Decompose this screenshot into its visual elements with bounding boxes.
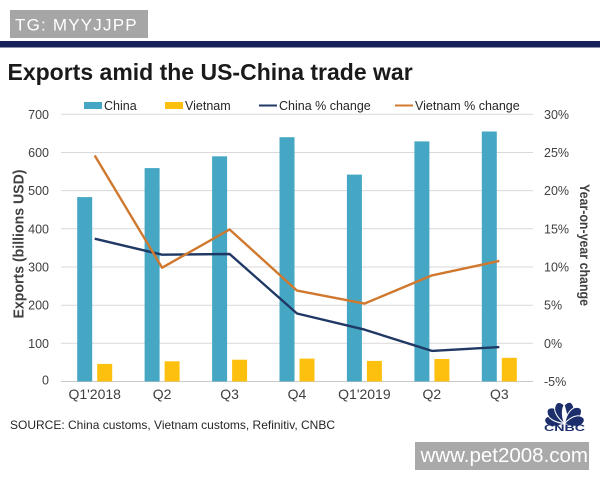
svg-text:Q2: Q2	[153, 386, 172, 402]
svg-text:0: 0	[42, 374, 49, 388]
svg-text:Q1'2019: Q1'2019	[338, 386, 391, 402]
svg-text:Q2: Q2	[423, 386, 442, 402]
svg-text:Q1'2018: Q1'2018	[68, 386, 121, 402]
svg-text:Year-on-year change: Year-on-year change	[577, 184, 593, 306]
svg-text:-5%: -5%	[544, 375, 566, 389]
svg-text:SOURCE: China customs, Vietnam: SOURCE: China customs, Vietnam customs, …	[10, 418, 335, 432]
svg-text:500: 500	[28, 184, 49, 198]
svg-text:Exports (billions USD): Exports (billions USD)	[12, 169, 28, 318]
svg-text:CNBC: CNBC	[544, 423, 585, 434]
svg-text:China % change: China % change	[279, 99, 371, 113]
svg-text:0%: 0%	[544, 337, 562, 351]
svg-text:400: 400	[28, 222, 49, 236]
svg-text:Vietnam % change: Vietnam % change	[415, 99, 520, 113]
svg-text:Q3: Q3	[220, 386, 239, 402]
svg-text:10%: 10%	[544, 261, 569, 275]
svg-text:25%: 25%	[544, 146, 569, 160]
svg-text:Q4: Q4	[288, 386, 307, 402]
svg-text:200: 200	[28, 299, 49, 313]
svg-text:Q3: Q3	[490, 386, 509, 402]
svg-text:TG: MYYJJPP: TG: MYYJJPP	[15, 16, 138, 35]
svg-text:www.pet2008.com: www.pet2008.com	[420, 444, 589, 467]
svg-text:600: 600	[28, 146, 49, 160]
svg-text:15%: 15%	[544, 222, 569, 236]
svg-text:20%: 20%	[544, 184, 569, 198]
svg-text:700: 700	[28, 108, 49, 122]
svg-text:300: 300	[28, 261, 49, 275]
svg-text:China: China	[104, 99, 137, 113]
svg-text:30%: 30%	[544, 108, 569, 122]
svg-text:5%: 5%	[544, 299, 562, 313]
svg-text:Vietnam: Vietnam	[185, 99, 231, 113]
svg-text:Exports amid the US-China trad: Exports amid the US-China trade war	[8, 59, 413, 85]
svg-text:100: 100	[28, 337, 49, 351]
